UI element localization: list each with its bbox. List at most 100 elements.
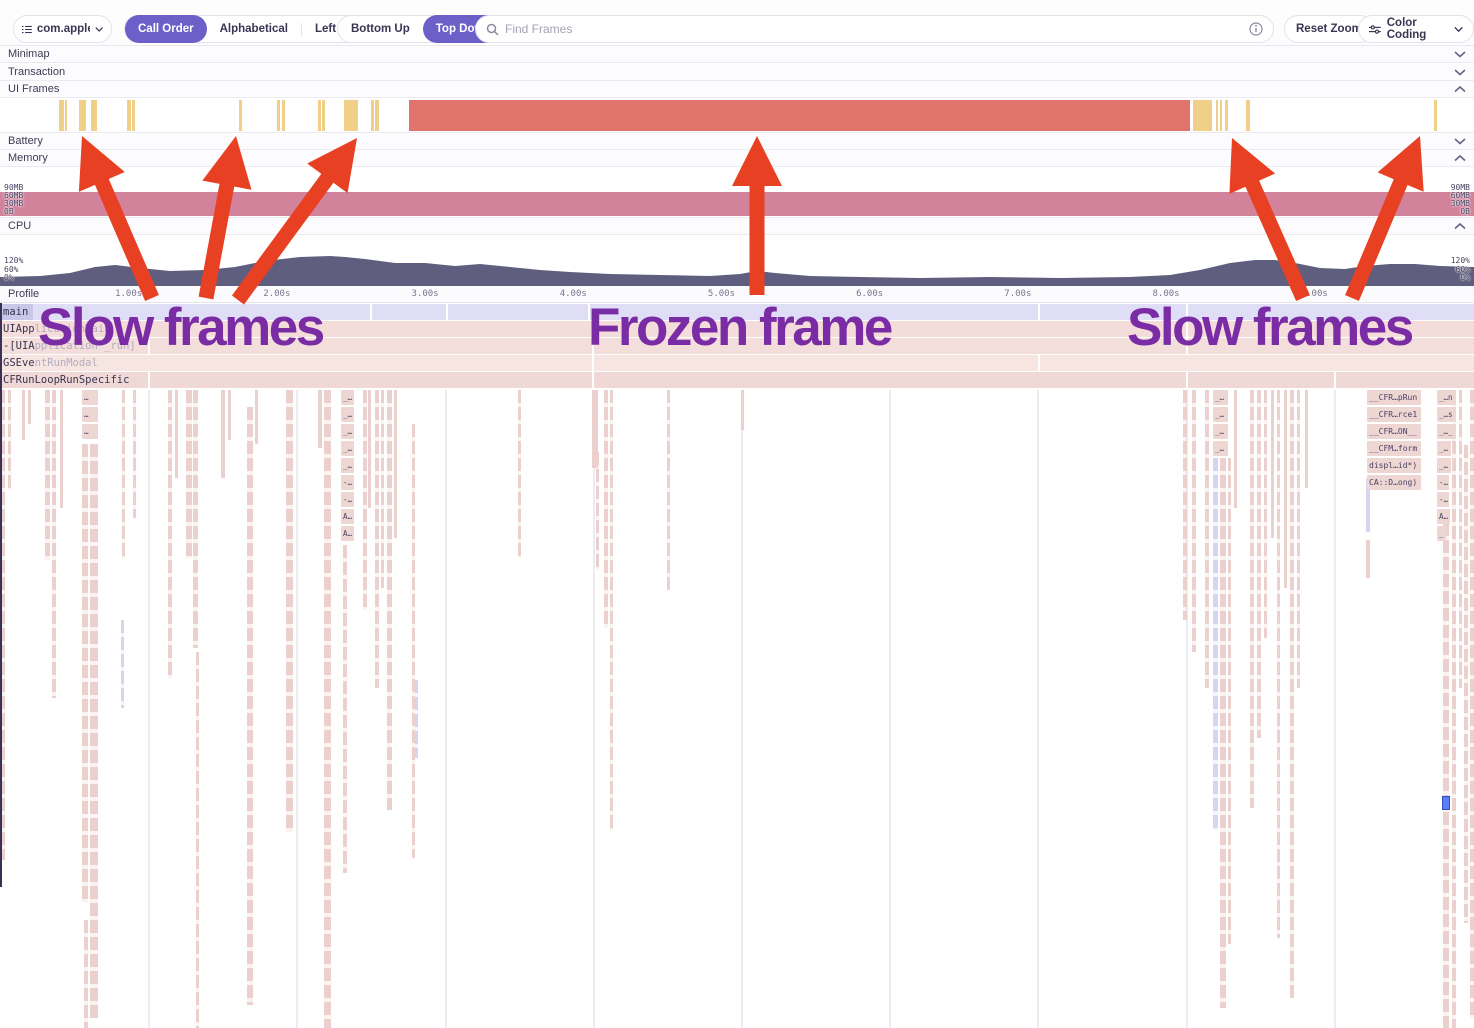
flame-bar-labeled[interactable]: __CFM…form (1367, 441, 1421, 456)
flame-bar[interactable] (604, 390, 608, 628)
flame-bar[interactable] (45, 390, 50, 560)
flame-bar[interactable] (596, 452, 599, 570)
flame-bar-labeled[interactable]: A… (341, 509, 354, 524)
flame-bar[interactable] (133, 390, 136, 518)
slow-frame-bar[interactable] (1193, 100, 1212, 131)
flame-bar-labeled[interactable]: _…n (1437, 390, 1456, 405)
flame-bar[interactable] (1366, 540, 1370, 578)
flame-bar[interactable] (60, 390, 63, 508)
profile-selector-dropdown[interactable]: com.apple.... (13, 15, 112, 43)
chevron-down-icon[interactable] (1454, 50, 1466, 58)
slow-frame-bar[interactable] (132, 100, 135, 131)
flame-bar-labeled[interactable]: _… (1437, 458, 1451, 473)
flame-bar-labeled[interactable]: -… (341, 475, 354, 490)
flame-bar-labeled[interactable]: _… (341, 458, 354, 473)
flame-bar-labeled[interactable]: _… (341, 390, 354, 405)
frozen-frame-bar[interactable] (409, 100, 1190, 131)
flame-frame-row[interactable]: -[UIApplication _run] (0, 338, 1474, 354)
reset-zoom-button[interactable]: Reset Zoom (1284, 15, 1374, 43)
flame-bar-labeled[interactable]: _… (1213, 424, 1228, 439)
flame-bar[interactable] (247, 407, 253, 1005)
slow-frame-bar[interactable] (318, 100, 321, 131)
flame-bar[interactable] (1464, 445, 1468, 923)
flame-bar[interactable] (228, 390, 231, 440)
flame-bar[interactable] (1305, 390, 1308, 488)
flame-bar[interactable] (363, 390, 367, 610)
slow-frame-bar[interactable] (1225, 100, 1228, 131)
flame-bar-labeled[interactable]: _… (341, 424, 354, 439)
flame-bar[interactable] (52, 390, 56, 698)
flame-bar-labeled[interactable]: … (82, 390, 98, 405)
slow-frame-bar[interactable] (127, 100, 131, 131)
flame-bar[interactable] (1250, 390, 1254, 808)
flame-bar[interactable] (286, 390, 293, 832)
flame-bar[interactable] (1228, 458, 1231, 944)
tab-bottom-up[interactable]: Bottom Up (351, 23, 410, 35)
flame-bar[interactable] (168, 390, 172, 678)
flame-bar[interactable] (381, 390, 384, 588)
slow-frame-bar[interactable] (322, 100, 325, 131)
flame-bar[interactable] (412, 424, 415, 858)
slow-frame-bar[interactable] (65, 100, 67, 131)
chevron-up-icon[interactable] (1454, 222, 1466, 230)
slow-frame-bar[interactable] (1216, 100, 1218, 131)
flame-bar-labeled[interactable]: __CFR…ON__ (1367, 424, 1421, 439)
flame-bar-labeled[interactable]: … (82, 407, 98, 422)
flame-bar[interactable] (1183, 390, 1187, 620)
tab-call-order[interactable]: Call Order (125, 15, 207, 43)
flame-bar-labeled[interactable]: A… (1437, 509, 1450, 524)
section-header-transaction[interactable]: Transaction (0, 64, 1474, 81)
slow-frame-bar[interactable] (375, 100, 379, 131)
slow-frame-bar[interactable] (371, 100, 374, 131)
slow-frame-bar[interactable] (1220, 100, 1222, 131)
memory-track[interactable]: 90MB 90MB 60MB 60MB 30MB 30MB 0B 0B (0, 167, 1474, 218)
section-header-cpu[interactable]: CPU (0, 218, 1474, 235)
flame-bar[interactable] (1284, 390, 1287, 588)
flame-frame-row[interactable]: GSEventRunModal (0, 355, 1474, 371)
flame-bar[interactable] (1452, 390, 1456, 1028)
flame-bar[interactable] (368, 390, 371, 508)
flame-bar-labeled[interactable]: -… (1437, 475, 1449, 490)
chevron-up-icon[interactable] (1454, 154, 1466, 162)
flame-bar[interactable] (1192, 390, 1196, 652)
flame-bar[interactable] (121, 620, 124, 708)
flame-bar-labeled[interactable]: _… (1213, 441, 1228, 456)
flame-bar[interactable] (394, 390, 397, 538)
slow-frame-bar[interactable] (277, 100, 280, 131)
chevron-down-icon[interactable] (1454, 68, 1466, 76)
flame-bar[interactable] (1264, 390, 1267, 638)
flame-bar[interactable] (318, 390, 322, 448)
flame-bar[interactable] (1459, 390, 1462, 688)
flame-bar[interactable] (324, 390, 331, 1028)
flame-bar-labeled[interactable]: _… (341, 407, 354, 422)
flame-bar-labeled[interactable]: _… (1437, 441, 1451, 456)
flame-bar-labeled[interactable]: -… (341, 492, 354, 507)
flame-bar[interactable] (2, 390, 5, 860)
chevron-up-icon[interactable] (1454, 85, 1466, 93)
flame-bar[interactable] (1220, 458, 1226, 1008)
flame-bar-labeled[interactable]: CA::D…ong) (1367, 475, 1421, 490)
search-input[interactable] (505, 22, 1243, 36)
flame-bar[interactable] (82, 444, 88, 902)
flame-bar[interactable] (1470, 390, 1474, 1018)
flame-bar[interactable] (122, 390, 125, 558)
flame-bar[interactable] (1257, 390, 1261, 738)
flame-bar[interactable] (343, 545, 347, 873)
slow-frame-bar[interactable] (91, 100, 94, 131)
flame-bar[interactable] (84, 920, 88, 1028)
flame-bar[interactable] (1442, 796, 1450, 810)
slow-frame-bar[interactable] (282, 100, 285, 131)
flame-bar[interactable] (518, 390, 521, 558)
flame-bar-labeled[interactable]: A… (341, 526, 354, 541)
slow-frame-bar[interactable] (79, 100, 86, 131)
flame-bar-labeled[interactable]: _…_ (1437, 424, 1456, 439)
flame-bar[interactable] (90, 444, 98, 1018)
slow-frame-bar[interactable] (94, 100, 97, 131)
flame-bar[interactable] (1234, 390, 1237, 508)
flame-bar-labeled[interactable]: _ (1437, 526, 1446, 541)
flame-bar[interactable] (1290, 390, 1294, 998)
flame-bar[interactable] (1205, 390, 1209, 688)
flame-bar[interactable] (1366, 478, 1370, 532)
flame-frame-row[interactable]: UIApplicationMain (0, 321, 1474, 337)
flame-bar[interactable] (221, 390, 225, 478)
